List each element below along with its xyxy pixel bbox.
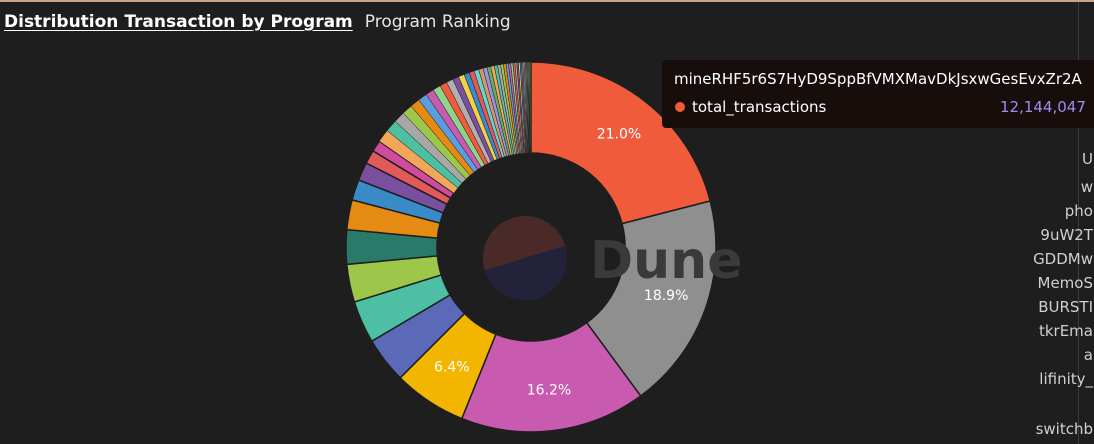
slices-group [345, 61, 717, 433]
pie-slice[interactable] [585, 200, 717, 398]
legend-item[interactable]: MemoS [1037, 274, 1093, 292]
pie-slice[interactable] [530, 61, 712, 225]
pie-slice[interactable] [460, 321, 642, 433]
legend-item[interactable]: tkrEma [1038, 322, 1093, 340]
panel-divider [1078, 2, 1079, 444]
tab-program-ranking[interactable]: Program Ranking [364, 12, 511, 32]
tab-distribution[interactable]: Distribution Transaction by Program [4, 12, 353, 32]
legend-item[interactable]: GDDMw [1033, 250, 1093, 268]
tab-bar: Distribution Transaction by Program Prog… [4, 12, 511, 32]
legend-item[interactable]: a [1083, 346, 1093, 364]
legend-item[interactable]: lifinity_ [1039, 370, 1093, 388]
slice-label: 6.4% [434, 360, 470, 376]
tooltip-series-name: total_transactions [692, 98, 827, 116]
labels-group: 21.0% 18.9% 16.2% 6.4% [434, 127, 688, 399]
slice-label: 21.0% [597, 127, 641, 143]
pie-slice[interactable] [529, 61, 532, 154]
top-border [0, 0, 1094, 2]
legend-item[interactable]: BURSTI [1038, 298, 1093, 316]
legend-item[interactable]: w [1080, 178, 1093, 196]
legend-item[interactable]: switchb [1035, 420, 1093, 438]
slice-label: 18.9% [644, 288, 688, 304]
legend-item[interactable]: U [1082, 150, 1093, 168]
legend-item[interactable]: 9uW2T [1040, 226, 1093, 244]
slice-label: 16.2% [527, 382, 571, 398]
tooltip-series-dot [675, 102, 685, 112]
center-half [484, 245, 567, 300]
watermark-text: Dune [590, 231, 742, 291]
tooltip-title: mineRHF5r6S7HyD9SppBfVMXMavDkJsxwGesEvxZ… [674, 70, 1082, 88]
legend-item[interactable]: pho [1064, 202, 1093, 220]
tooltip: mineRHF5r6S7HyD9SppBfVMXMavDkJsxwGesEvxZ… [662, 60, 1094, 128]
tooltip-value: 12,144,047 [1000, 98, 1086, 116]
